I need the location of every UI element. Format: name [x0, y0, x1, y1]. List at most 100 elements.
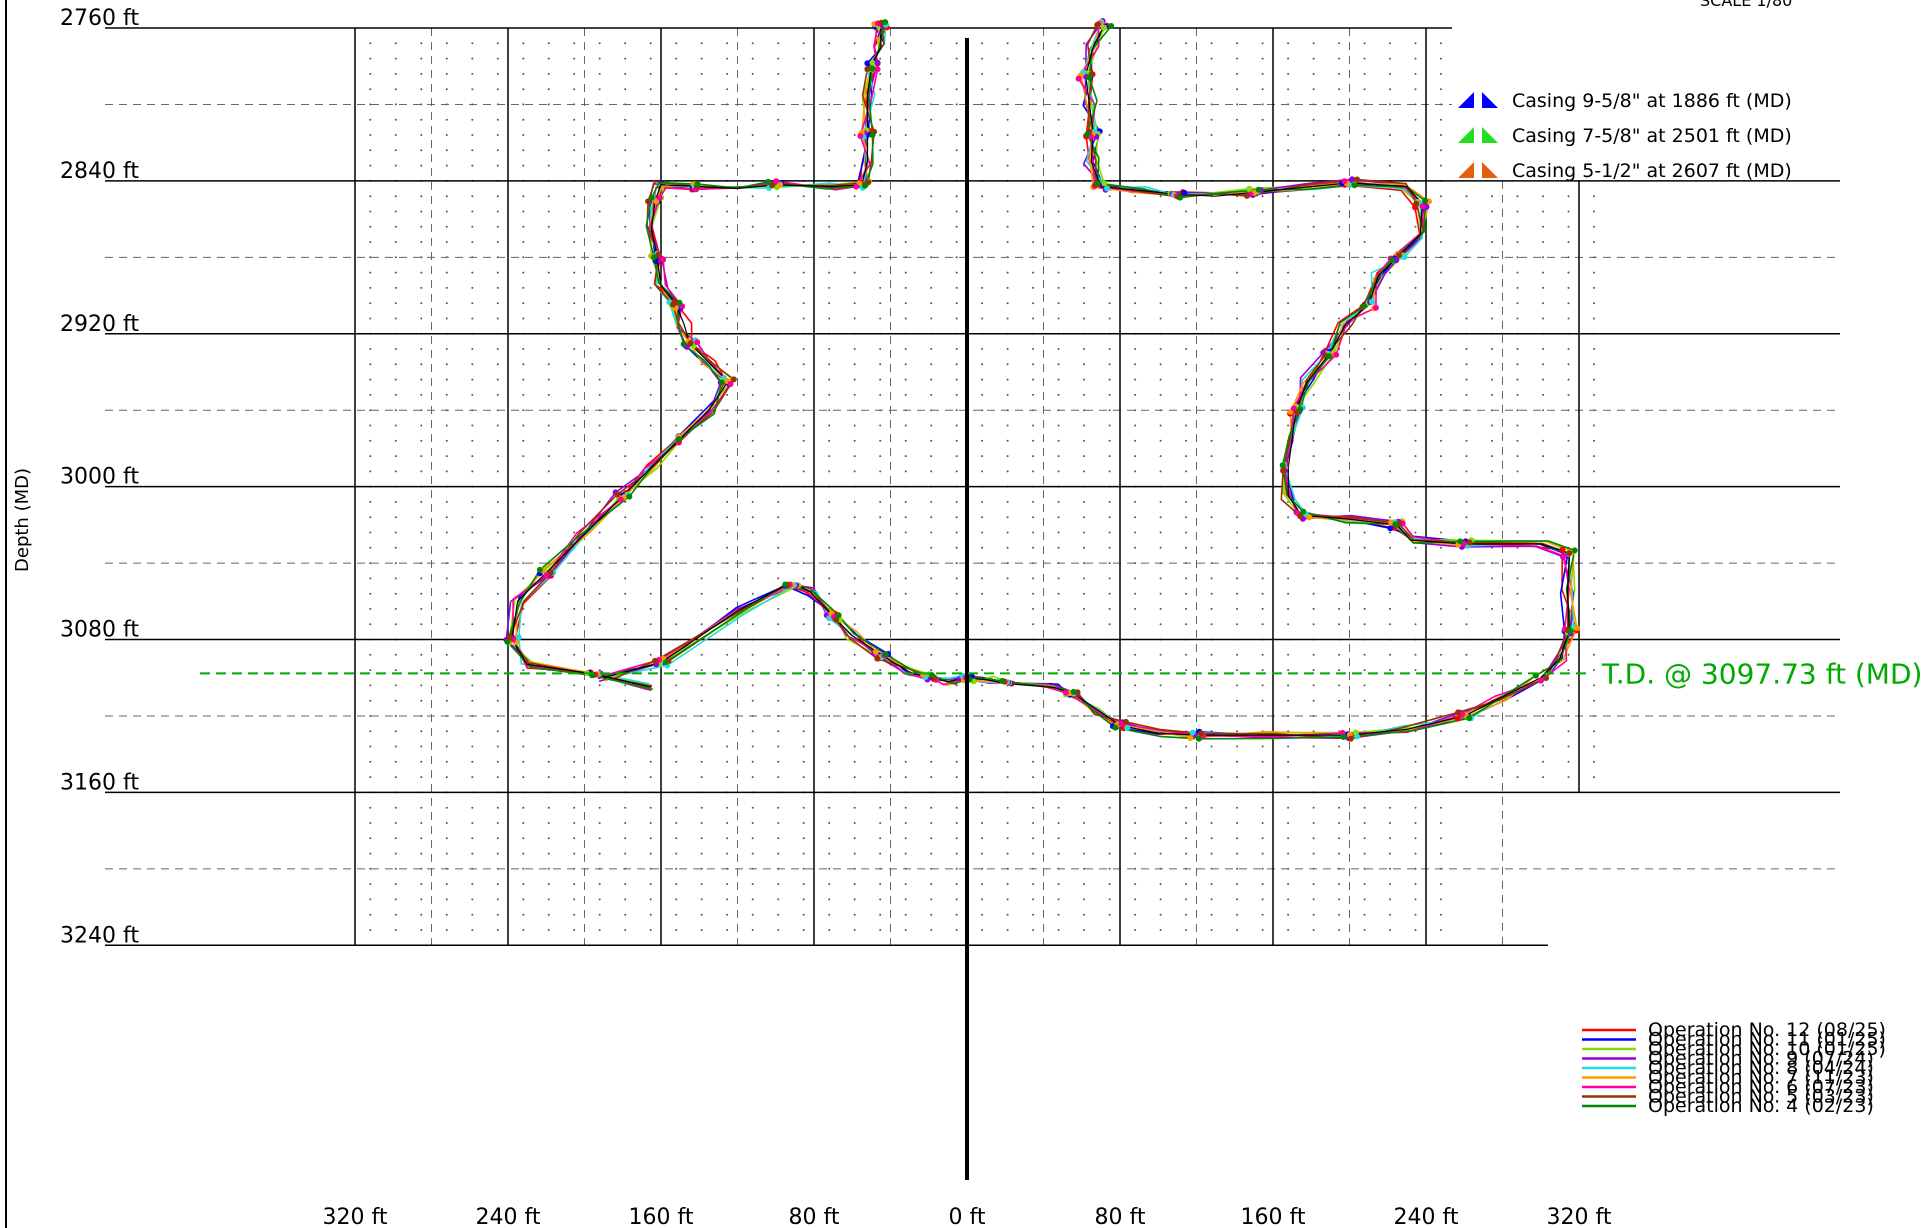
grid-dot	[700, 760, 703, 763]
grid-dot	[879, 88, 882, 91]
grid-dot	[394, 684, 397, 687]
grid-dot	[471, 653, 474, 656]
grid-dot	[598, 271, 601, 274]
grid-dot	[522, 378, 525, 381]
grid-dot	[420, 577, 423, 580]
grid-dot	[1236, 776, 1239, 779]
grid-dot	[1287, 623, 1290, 626]
series-point	[1189, 729, 1196, 736]
grid-dot	[1236, 577, 1239, 580]
grid-dot	[1057, 577, 1060, 580]
grid-dot	[1465, 607, 1468, 610]
grid-dot	[981, 577, 984, 580]
grid-dot	[471, 623, 474, 626]
grid-dot	[471, 776, 474, 779]
grid-dot	[700, 776, 703, 779]
grid-dot	[981, 256, 984, 259]
grid-dot	[1593, 653, 1595, 656]
y-tick-label: 3080 ft	[60, 618, 139, 643]
grid-dot	[1312, 852, 1315, 855]
grid-dot	[522, 271, 525, 274]
grid-dot	[1312, 286, 1315, 289]
grid-dot	[700, 592, 703, 595]
grid-dot	[1108, 745, 1111, 748]
series-point	[1070, 688, 1077, 695]
series-point	[1101, 24, 1108, 31]
grid-dot	[1312, 745, 1315, 748]
grid-dot	[828, 317, 831, 320]
grid-dot	[1516, 531, 1519, 534]
grid-dot	[1057, 57, 1060, 60]
grid-dot	[573, 837, 576, 840]
grid-dot	[1363, 424, 1366, 427]
grid-dot	[675, 776, 678, 779]
series-point	[765, 178, 772, 185]
grid-dot	[522, 164, 525, 167]
grid-dot	[879, 699, 882, 702]
grid-dot	[547, 607, 550, 610]
grid-dot	[369, 806, 372, 809]
grid-dot	[700, 149, 703, 152]
grid-dot	[1363, 286, 1366, 289]
grid-dot	[598, 134, 601, 136]
grid-dot	[420, 378, 423, 381]
grid-dot	[904, 852, 907, 855]
grid-dot	[1338, 470, 1341, 473]
grid-dot	[879, 134, 882, 136]
grid-dot	[1414, 898, 1417, 901]
grid-dot	[1440, 134, 1442, 136]
grid-dot	[420, 806, 423, 809]
grid-dot	[1389, 88, 1391, 91]
grid-dot	[981, 134, 984, 136]
grid-dot	[1312, 195, 1315, 198]
grid-dot	[496, 210, 499, 213]
grid-dot	[369, 623, 372, 626]
grid-dot	[802, 653, 805, 656]
grid-dot	[420, 592, 423, 595]
grid-dot	[1465, 760, 1468, 763]
grid-dot	[1159, 653, 1162, 656]
grid-dot	[777, 378, 780, 381]
grid-dot	[1338, 883, 1341, 886]
grid-dot	[496, 363, 499, 366]
grid-dot	[1389, 57, 1391, 60]
grid-dot	[828, 103, 831, 106]
grid-dot	[1542, 730, 1544, 733]
series-point	[1333, 351, 1340, 358]
grid-dot	[1414, 516, 1417, 519]
grid-dot	[1338, 241, 1341, 243]
series-point	[1340, 734, 1347, 740]
grid-dot	[598, 363, 601, 366]
grid-dot	[930, 653, 933, 656]
grid-dot	[445, 317, 448, 320]
grid-dot	[624, 302, 627, 305]
grid-dot	[904, 88, 907, 91]
grid-dot	[1287, 699, 1290, 702]
grid-dot	[879, 302, 882, 305]
grid-dot	[1006, 378, 1009, 381]
grid-dot	[904, 424, 907, 427]
grid-dot	[471, 88, 474, 91]
grid-dot	[1134, 913, 1137, 916]
series-point	[1566, 550, 1573, 557]
grid-dot	[1465, 393, 1468, 396]
grid-dot	[573, 745, 576, 748]
grid-dot	[624, 439, 627, 442]
grid-dot	[394, 699, 397, 702]
grid-dot	[904, 317, 907, 320]
series-point	[626, 493, 633, 500]
grid-dot	[420, 225, 423, 228]
grid-dot	[1236, 409, 1239, 412]
grid-dot	[1261, 225, 1264, 228]
grid-dot	[1083, 592, 1086, 595]
grid-dot	[1338, 72, 1341, 75]
grid-dot	[1032, 760, 1035, 763]
grid-dot	[1516, 623, 1519, 626]
grid-dot	[700, 623, 703, 626]
grid-dot	[445, 72, 448, 75]
grid-dot	[879, 806, 882, 809]
grid-dot	[726, 241, 729, 243]
grid-dot	[853, 225, 856, 228]
grid-dot	[471, 241, 474, 243]
grid-dot	[1185, 439, 1188, 442]
